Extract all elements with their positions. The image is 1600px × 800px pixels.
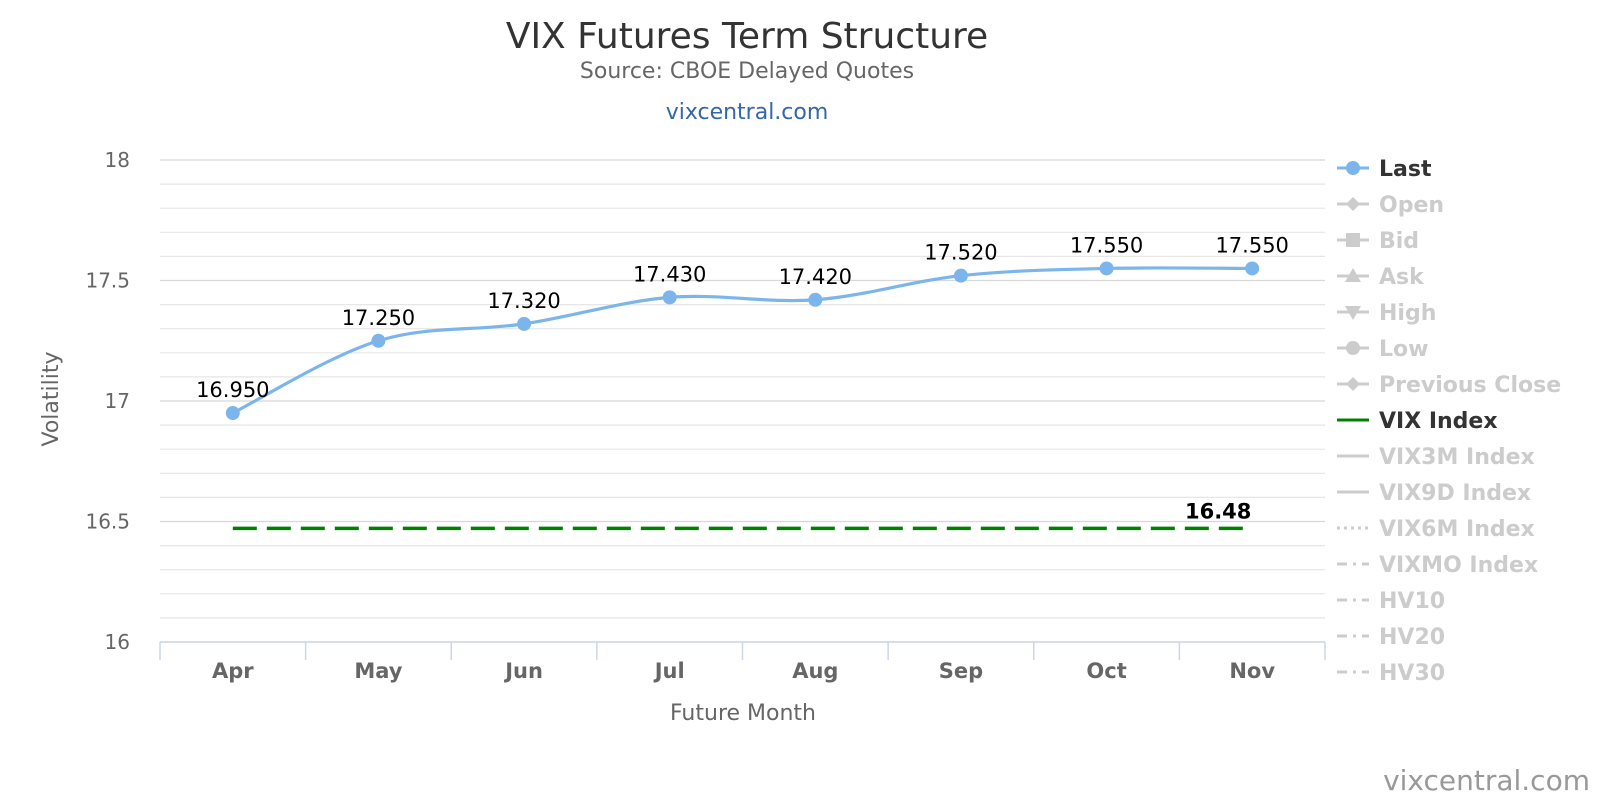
- series-last-point[interactable]: [1245, 261, 1260, 276]
- legend-item-hv30[interactable]: HV30: [1337, 661, 1445, 686]
- series-last-data-label: 17.550: [1070, 233, 1143, 257]
- legend-label: Ask: [1379, 265, 1425, 290]
- legend-marker-triangle: [1345, 268, 1361, 282]
- y-tick-label: 16.5: [85, 510, 130, 534]
- legend-item-hv20[interactable]: HV20: [1337, 625, 1445, 650]
- vixcentral-link[interactable]: vixcentral.com: [666, 100, 829, 125]
- y-axis-ticks: 16 16.5 17 17.5 18: [85, 148, 130, 654]
- chart-subtitle: Source: CBOE Delayed Quotes: [580, 59, 914, 84]
- x-tick-label: Sep: [939, 659, 983, 683]
- series-last-point[interactable]: [517, 316, 532, 331]
- series-last-point[interactable]: [225, 406, 240, 421]
- series-last-data-label: 16.950: [196, 378, 269, 402]
- legend-label: VIX6M Index: [1379, 517, 1535, 542]
- series-last-data-label: 17.430: [633, 262, 706, 286]
- legend[interactable]: Last Open Bid Ask High Low Previous Close VIX I…: [1337, 157, 1561, 686]
- legend-item-high[interactable]: High: [1337, 301, 1436, 326]
- y-tick-label: 17: [105, 389, 130, 413]
- legend-item-ask[interactable]: Ask: [1337, 265, 1425, 290]
- legend-item-previous-close[interactable]: Previous Close: [1337, 373, 1561, 398]
- legend-item-last[interactable]: Last: [1337, 157, 1432, 182]
- legend-item-hv10[interactable]: HV10: [1337, 589, 1445, 614]
- x-tick-label: May: [354, 659, 402, 683]
- legend-label: HV30: [1379, 661, 1445, 686]
- y-tick-label: 16: [105, 630, 130, 654]
- x-tick-label: Oct: [1086, 659, 1126, 683]
- legend-marker-diamond: [1346, 197, 1360, 211]
- series-last-point[interactable]: [662, 290, 677, 305]
- legend-label: HV10: [1379, 589, 1445, 614]
- series-last-data-label: 17.420: [779, 265, 852, 289]
- series-last-data-label: 17.250: [342, 306, 415, 330]
- legend-label: Previous Close: [1379, 373, 1561, 398]
- legend-label: VIX9D Index: [1379, 481, 1531, 506]
- legend-item-bid[interactable]: Bid: [1337, 229, 1419, 254]
- series-last-data-label: 17.550: [1215, 233, 1288, 257]
- legend-item-vix9d-index[interactable]: VIX9D Index: [1337, 481, 1531, 506]
- credits-link[interactable]: vixcentral.com: [1383, 764, 1590, 797]
- legend-label: Bid: [1379, 229, 1419, 254]
- legend-label: VIXMO Index: [1379, 553, 1538, 578]
- legend-item-vixmo-index[interactable]: VIXMO Index: [1337, 553, 1538, 578]
- series-last-line: [232, 266, 1253, 415]
- legend-item-vix6m-index[interactable]: VIX6M Index: [1337, 517, 1535, 542]
- legend-label: VIX3M Index: [1379, 445, 1535, 470]
- series-last-point[interactable]: [808, 292, 823, 307]
- series-last-point[interactable]: [953, 268, 968, 283]
- x-axis-title: Future Month: [670, 701, 816, 726]
- x-tick-label: Jun: [503, 659, 543, 683]
- legend-label: VIX Index: [1379, 409, 1498, 434]
- legend-marker-triangle-down: [1345, 306, 1361, 320]
- legend-item-vix-index[interactable]: VIX Index: [1337, 409, 1498, 434]
- y-axis-title: Volatility: [39, 351, 64, 446]
- y-tick-label: 17.5: [85, 269, 130, 293]
- x-axis: Apr May Jun Jul Aug Sep Oct Nov: [159, 641, 1326, 683]
- x-tick-label: Aug: [792, 659, 838, 683]
- legend-marker-diamond: [1346, 377, 1360, 391]
- legend-marker-circle: [1346, 161, 1360, 175]
- grid: [160, 159, 1325, 643]
- series-last-data-label: 17.320: [487, 289, 560, 313]
- legend-item-low[interactable]: Low: [1337, 337, 1428, 362]
- x-tick-label: Nov: [1229, 659, 1275, 683]
- y-tick-label: 18: [105, 148, 130, 172]
- x-tick-label: Apr: [212, 659, 254, 683]
- legend-label: Last: [1379, 157, 1432, 182]
- legend-label: Low: [1379, 337, 1428, 362]
- legend-marker-square: [1346, 233, 1360, 247]
- legend-label: High: [1379, 301, 1436, 326]
- chart-title: VIX Futures Term Structure: [506, 16, 988, 57]
- series-last-point[interactable]: [371, 333, 386, 348]
- legend-item-vix3m-index[interactable]: VIX3M Index: [1337, 445, 1535, 470]
- legend-item-open[interactable]: Open: [1337, 193, 1444, 218]
- legend-label: Open: [1379, 193, 1444, 218]
- legend-label: HV20: [1379, 625, 1445, 650]
- series-last-point[interactable]: [1099, 261, 1114, 276]
- series-vix-index-data-label: 16.48: [1185, 499, 1251, 523]
- x-tick-label: Jul: [653, 659, 685, 683]
- legend-marker-circle: [1346, 341, 1360, 355]
- series-layer: 16.950 17.250 17.320 17.430 17.420 17.520 17.5…: [196, 233, 1289, 531]
- series-last-data-label: 17.520: [924, 241, 997, 265]
